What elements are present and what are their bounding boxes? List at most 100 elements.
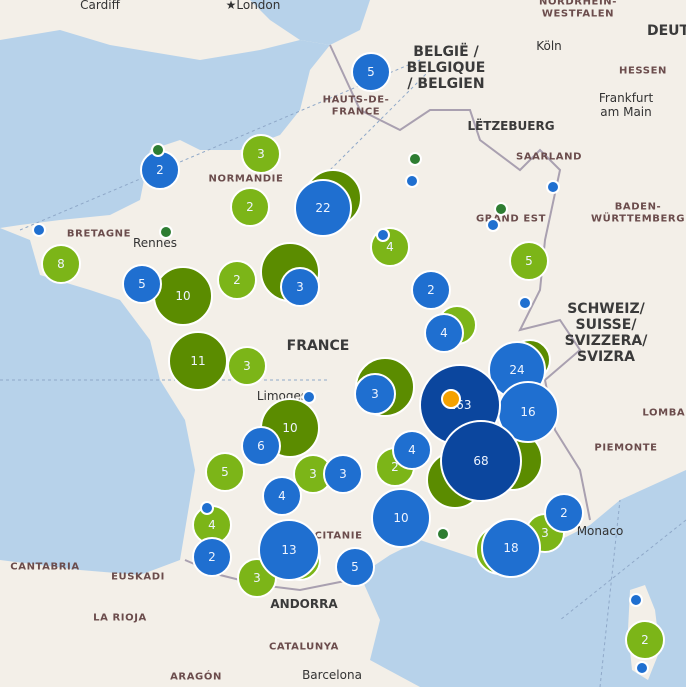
point-marker[interactable] — [159, 225, 173, 239]
label-switzerland: SCHWEIZ/ SUISSE/ SVIZZERA/ SVIZRA — [564, 300, 648, 366]
cluster-count: 3 — [243, 359, 251, 373]
label-piemonte: PIEMONTE — [594, 442, 658, 454]
cluster-marker[interactable]: 2 — [544, 493, 584, 533]
label-monaco: Monaco — [576, 524, 624, 539]
label-normandie: NORMANDIE — [208, 173, 284, 185]
cluster-marker[interactable]: 2 — [192, 537, 232, 577]
cluster-marker[interactable]: 2 — [217, 260, 257, 300]
cluster-marker[interactable]: 18 — [481, 518, 541, 578]
cluster-marker[interactable]: 3 — [227, 346, 267, 386]
point-marker[interactable] — [302, 390, 316, 404]
label-luxembourg: LËTZEBUERG — [467, 119, 555, 134]
label-london: ★London — [225, 0, 281, 13]
cluster-marker[interactable]: 13 — [258, 519, 320, 581]
point-marker[interactable] — [436, 527, 450, 541]
label-occitanie: OCCITANIE — [297, 530, 363, 542]
cluster-marker[interactable]: 2 — [230, 187, 270, 227]
label-frankfurt: Frankfurt am Main — [598, 91, 654, 119]
cluster-marker[interactable]: 3 — [280, 267, 320, 307]
cluster-count: 24 — [509, 363, 524, 377]
cluster-marker[interactable]: 2 — [411, 270, 451, 310]
cluster-marker[interactable]: 3 — [293, 454, 333, 494]
cluster-count: 5 — [221, 465, 229, 479]
cluster-count: 2 — [427, 283, 435, 297]
cluster-marker[interactable]: 4 — [424, 313, 464, 353]
cluster-count: 2 — [246, 200, 254, 214]
north-sea — [250, 0, 370, 45]
cluster-count: 3 — [541, 526, 549, 540]
cluster-count: 68 — [473, 454, 488, 468]
point-marker[interactable] — [635, 661, 649, 675]
cluster-count: 10 — [175, 289, 190, 303]
label-andorra: ANDORRA — [270, 597, 338, 612]
cluster-count: 13 — [281, 543, 296, 557]
cluster-marker[interactable]: 10 — [153, 266, 213, 326]
selected-point-marker[interactable] — [441, 389, 461, 409]
point-marker[interactable] — [151, 143, 165, 157]
label-aragon: ARAGÓN — [170, 671, 222, 683]
point-marker[interactable] — [200, 501, 214, 515]
label-hessen: HESSEN — [619, 65, 667, 77]
label-baden-wurttemberg: BADEN- WÜRTTEMBERG — [590, 201, 686, 225]
cluster-marker[interactable]: 3 — [354, 373, 396, 415]
cluster-count: 3 — [309, 467, 317, 481]
cluster-marker[interactable]: 3 — [241, 134, 281, 174]
cluster-marker[interactable]: 8 — [41, 244, 81, 284]
cluster-count: 2 — [156, 163, 164, 177]
cluster-count: 2 — [391, 460, 399, 474]
cluster-count: 16 — [520, 405, 535, 419]
cluster-marker[interactable]: 5 — [335, 547, 375, 587]
cluster-marker[interactable]: 5 — [509, 241, 549, 281]
cluster-count: 10 — [282, 421, 297, 435]
cluster-count: 10 — [393, 511, 408, 525]
point-marker[interactable] — [486, 218, 500, 232]
label-euskadi: EUSKADI — [111, 571, 165, 583]
label-koln: Köln — [536, 39, 562, 54]
cluster-marker[interactable]: 22 — [294, 179, 352, 237]
cluster-marker[interactable]: 3 — [323, 454, 363, 494]
mediterranean-sea — [360, 470, 686, 687]
point-marker[interactable] — [408, 152, 422, 166]
cluster-count: 18 — [503, 541, 518, 555]
cluster-marker[interactable]: 10 — [371, 488, 431, 548]
label-nrw: NORDRHEIN- WESTFALEN — [538, 0, 618, 19]
cluster-count: 4 — [386, 240, 394, 254]
label-hauts-de-france: HAUTS-DE- FRANCE — [322, 94, 390, 118]
point-marker[interactable] — [494, 202, 508, 216]
point-marker[interactable] — [405, 174, 419, 188]
cluster-count: 22 — [315, 201, 330, 215]
cluster-count: 11 — [190, 354, 205, 368]
label-barcelona: Barcelona — [302, 668, 362, 683]
cluster-marker[interactable]: 5 — [122, 264, 162, 304]
cluster-marker[interactable]: 5 — [205, 452, 245, 492]
cluster-count: 5 — [525, 254, 533, 268]
cluster-count: 4 — [440, 326, 448, 340]
cluster-count: 4 — [208, 518, 216, 532]
cluster-marker[interactable]: 11 — [168, 331, 228, 391]
label-bretagne: BRETAGNE — [66, 228, 132, 240]
point-marker[interactable] — [629, 593, 643, 607]
atlantic-ocean — [0, 228, 195, 575]
cluster-count: 3 — [339, 467, 347, 481]
cluster-count: 5 — [351, 560, 359, 574]
label-rennes: Rennes — [132, 236, 178, 251]
point-marker[interactable] — [32, 223, 46, 237]
cluster-count: 2 — [641, 633, 649, 647]
point-marker[interactable] — [376, 228, 390, 242]
point-marker[interactable] — [546, 180, 560, 194]
label-lombardia: LOMBAR — [642, 407, 686, 419]
cluster-marker[interactable]: 4 — [392, 430, 432, 470]
cluster-marker[interactable]: 68 — [440, 420, 522, 502]
cluster-count: 4 — [278, 489, 286, 503]
cluster-marker[interactable]: 5 — [351, 52, 391, 92]
cluster-marker[interactable]: 6 — [241, 426, 281, 466]
cluster-marker[interactable]: 2 — [625, 620, 665, 660]
cluster-count: 6 — [257, 439, 265, 453]
cluster-marker[interactable]: 4 — [262, 476, 302, 516]
cluster-count: 2 — [560, 506, 568, 520]
cluster-count: 3 — [257, 147, 265, 161]
point-marker[interactable] — [518, 296, 532, 310]
label-cardiff: Cardiff — [80, 0, 120, 13]
